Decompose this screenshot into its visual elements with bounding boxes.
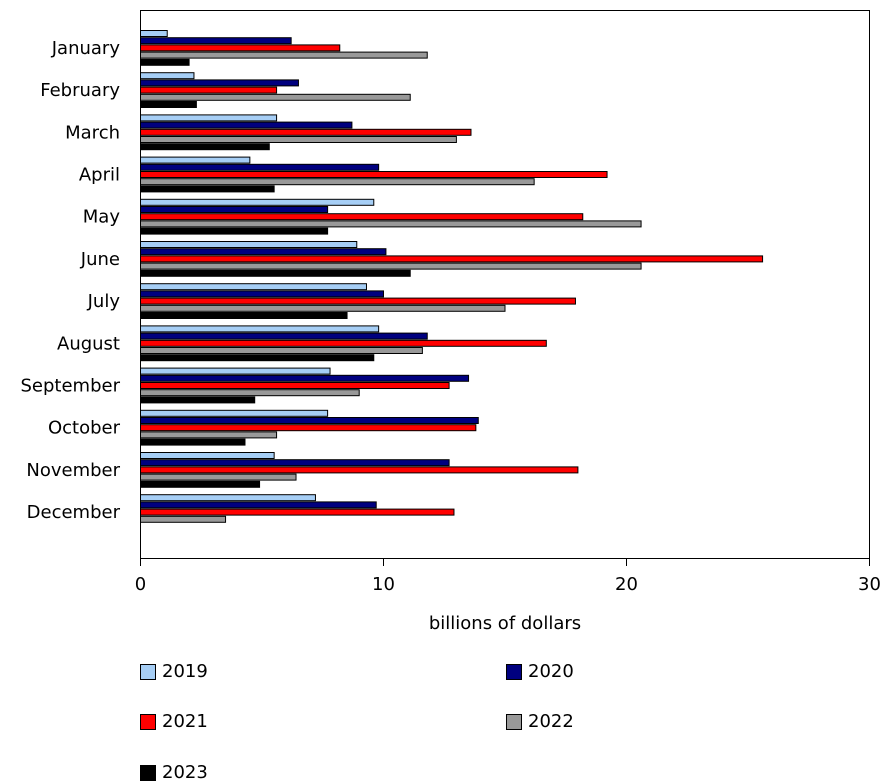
bar-july-2019 (140, 283, 367, 291)
bar-november-2023 (140, 480, 261, 488)
bar-february-2023 (140, 101, 197, 108)
bar-march-2019 (140, 114, 278, 122)
bar-september-2020 (140, 374, 470, 382)
bar-april-2019 (140, 156, 251, 164)
bar-october-2022 (140, 431, 278, 439)
bar-october-2023 (140, 438, 246, 446)
bar-june-2021 (140, 255, 764, 263)
y-tick-label: June (80, 249, 120, 270)
bar-august-2020 (140, 332, 428, 340)
bar-october-2021 (140, 424, 477, 432)
bar-may-2019 (140, 198, 375, 206)
bar-june-2023 (140, 269, 411, 277)
bar-december-2019 (140, 494, 316, 502)
bar-january-2021 (140, 44, 341, 52)
bar-march-2021 (140, 128, 472, 136)
bar-july-2020 (140, 290, 384, 298)
bar-november-2022 (140, 473, 297, 481)
bar-april-2022 (140, 178, 535, 186)
bar-august-2022 (140, 347, 423, 354)
y-tick-label: March (65, 122, 120, 143)
bar-october-2020 (140, 417, 479, 424)
bar-july-2021 (140, 297, 576, 305)
bar-march-2020 (140, 121, 353, 129)
bar-may-2023 (140, 227, 329, 235)
y-tick-label: February (40, 80, 120, 101)
bar-september-2023 (140, 396, 256, 404)
bar-july-2022 (140, 304, 506, 312)
bar-february-2020 (140, 79, 299, 87)
bar-december-2020 (140, 501, 377, 509)
bar-august-2019 (140, 325, 380, 333)
bar-february-2019 (140, 72, 195, 80)
y-tick-label: November (26, 460, 120, 481)
bar-september-2022 (140, 389, 360, 397)
bar-november-2021 (140, 466, 579, 474)
bar-april-2020 (140, 163, 380, 171)
bar-january-2023 (140, 58, 190, 66)
x-tick-label: 0 (135, 574, 146, 595)
bar-april-2023 (140, 185, 275, 193)
bar-february-2022 (140, 93, 411, 101)
x-tick-label: 30 (858, 574, 881, 595)
bar-october-2019 (140, 409, 329, 417)
y-axis-labels: January February March April May June July Augu… (21, 38, 121, 523)
bar-july-2023 (140, 312, 348, 319)
bar-august-2021 (140, 339, 547, 347)
y-tick-label: April (79, 165, 120, 186)
y-tick-label: July (87, 291, 121, 312)
bar-march-2022 (140, 136, 457, 143)
bar-june-2020 (140, 248, 387, 256)
x-axis-title: billions of dollars (429, 613, 581, 634)
x-tick-label: 10 (372, 574, 395, 595)
bar-december-2022 (140, 515, 227, 523)
bar-january-2020 (140, 37, 292, 45)
y-tick-label: October (48, 418, 121, 439)
bar-september-2019 (140, 367, 331, 375)
y-tick-label: December (27, 502, 121, 523)
x-tick-label: 20 (615, 574, 638, 595)
y-tick-label: August (57, 333, 120, 354)
bar-february-2021 (140, 86, 278, 94)
bar-november-2020 (140, 459, 450, 467)
bar-may-2021 (140, 213, 584, 221)
bar-march-2023 (140, 143, 270, 151)
bar-august-2023 (140, 354, 375, 362)
bar-january-2022 (140, 51, 428, 59)
y-tick-label: May (83, 207, 121, 228)
y-tick-label: January (51, 38, 121, 59)
bar-december-2021 (140, 508, 455, 516)
bar-january-2019 (140, 30, 168, 37)
bar-may-2022 (140, 220, 642, 228)
bars-group (140, 30, 764, 523)
bar-may-2020 (140, 206, 329, 213)
bar-april-2021 (140, 171, 608, 178)
bar-june-2019 (140, 241, 358, 248)
x-axis: 0 10 20 30 (135, 558, 881, 595)
bar-november-2019 (140, 452, 275, 459)
bar-september-2021 (140, 382, 450, 389)
bar-june-2022 (140, 262, 642, 270)
y-tick-label: September (21, 376, 121, 397)
